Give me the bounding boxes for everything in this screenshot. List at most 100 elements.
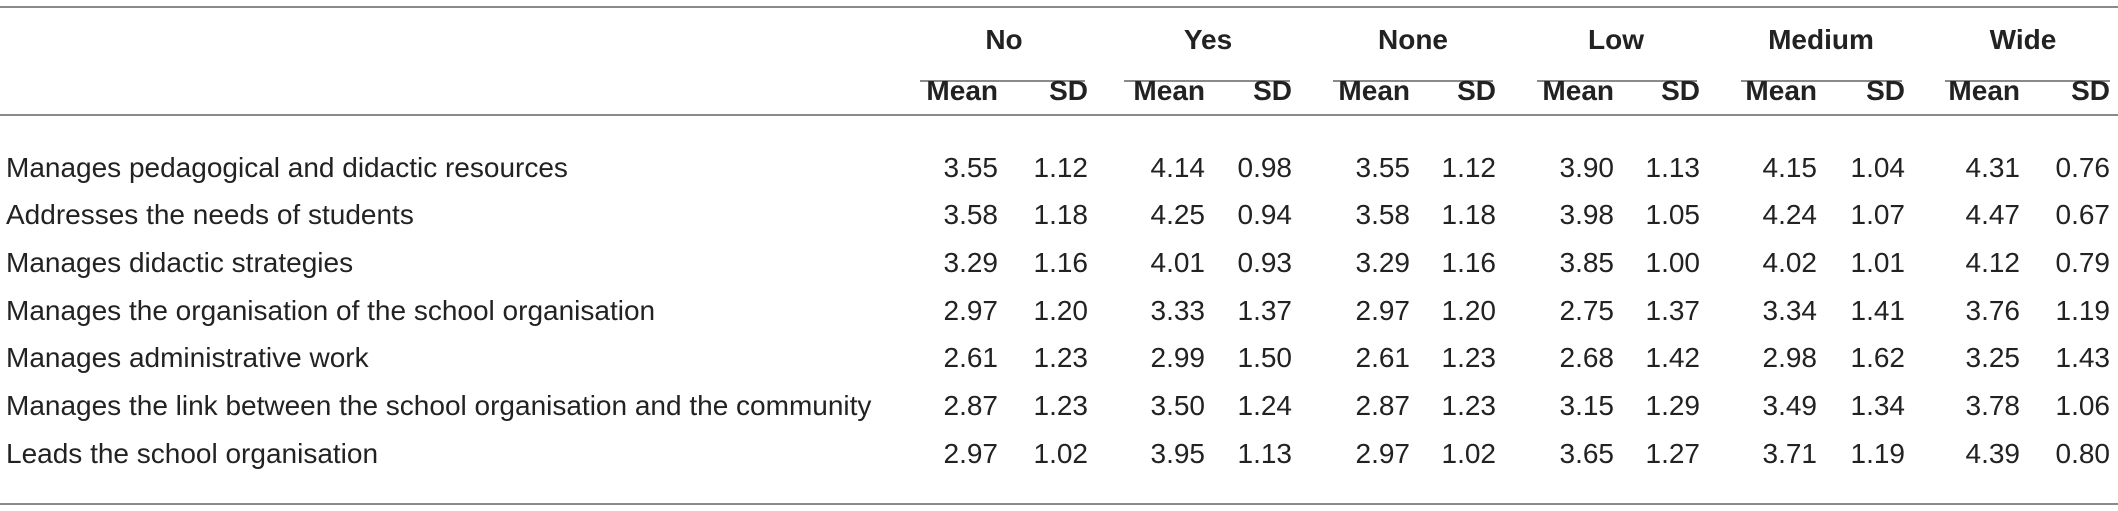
sd-cell: 1.37	[1645, 295, 1701, 326]
sd-cell: 1.18	[1441, 199, 1497, 230]
mean-cell: 4.15	[1762, 152, 1818, 183]
sd-cell: 1.16	[1441, 247, 1497, 278]
column-header-mean: Mean	[1542, 75, 1614, 106]
mean-cell: 3.33	[1150, 295, 1206, 326]
column-header-sd: SD	[2071, 75, 2110, 106]
mean-cell: 3.55	[943, 152, 999, 183]
mean-cell: 2.97	[1355, 438, 1411, 469]
header-bottom-rule	[0, 114, 2118, 116]
sd-cell: 0.67	[2055, 199, 2111, 230]
sd-cell: 1.43	[2055, 342, 2111, 373]
column-header-sd: SD	[1661, 75, 1700, 106]
sd-cell: 1.12	[1441, 152, 1497, 183]
mean-cell: 3.58	[943, 199, 999, 230]
sd-cell: 1.23	[1033, 342, 1089, 373]
column-header-sd: SD	[1049, 75, 1088, 106]
sd-cell: 1.24	[1237, 390, 1293, 421]
mean-cell: 4.01	[1150, 247, 1206, 278]
group-header: None	[1378, 24, 1448, 55]
group-underline	[1945, 80, 2110, 82]
sd-cell: 1.19	[1850, 438, 1906, 469]
sd-cell: 1.41	[1850, 295, 1906, 326]
sd-cell: 1.13	[1645, 152, 1701, 183]
sd-cell: 1.37	[1237, 295, 1293, 326]
group-header: Wide	[1989, 24, 2057, 55]
table-top-rule	[0, 6, 2118, 8]
row-label: Manages didactic strategies	[6, 247, 354, 278]
mean-cell: 2.87	[943, 390, 999, 421]
group-header: Yes	[1183, 24, 1233, 55]
column-header-mean: Mean	[1338, 75, 1410, 106]
column-header-mean: Mean	[1745, 75, 1817, 106]
mean-cell: 3.90	[1559, 152, 1615, 183]
mean-cell: 4.25	[1150, 199, 1206, 230]
sd-cell: 1.12	[1033, 152, 1089, 183]
mean-cell: 3.71	[1762, 438, 1818, 469]
column-header-mean: Mean	[1948, 75, 2020, 106]
mean-cell: 4.39	[1965, 438, 2021, 469]
sd-cell: 1.18	[1033, 199, 1089, 230]
row-label: Leads the school organisation	[6, 438, 379, 469]
mean-cell: 3.76	[1965, 295, 2021, 326]
group-underline	[1741, 80, 1902, 82]
mean-cell: 2.97	[943, 438, 999, 469]
sd-cell: 1.19	[2055, 295, 2111, 326]
mean-cell: 3.50	[1150, 390, 1206, 421]
sd-cell: 1.20	[1441, 295, 1497, 326]
mean-cell: 4.47	[1965, 199, 2021, 230]
mean-cell: 2.68	[1559, 342, 1615, 373]
mean-cell: 3.98	[1559, 199, 1615, 230]
mean-cell: 2.61	[1355, 342, 1411, 373]
group-header: No	[985, 24, 1023, 55]
row-label: Manages administrative work	[6, 342, 369, 373]
row-label: Addresses the needs of students	[6, 199, 414, 230]
mean-cell: 3.29	[1355, 247, 1411, 278]
sd-cell: 0.94	[1237, 199, 1293, 230]
sd-cell: 0.79	[2055, 247, 2111, 278]
mean-cell: 2.61	[943, 342, 999, 373]
group-underline	[1124, 80, 1290, 82]
group-underline	[1537, 80, 1697, 82]
column-header-sd: SD	[1866, 75, 1905, 106]
sd-cell: 1.02	[1441, 438, 1497, 469]
mean-cell: 4.14	[1150, 152, 1206, 183]
sd-cell: 1.13	[1237, 438, 1293, 469]
mean-cell: 3.65	[1559, 438, 1615, 469]
sd-cell: 1.06	[2055, 390, 2111, 421]
sd-cell: 1.00	[1645, 247, 1701, 278]
sd-cell: 1.42	[1645, 342, 1701, 373]
sd-cell: 0.80	[2055, 438, 2111, 469]
mean-cell: 3.15	[1559, 390, 1615, 421]
mean-cell: 4.02	[1762, 247, 1818, 278]
mean-cell: 4.24	[1762, 199, 1818, 230]
group-header: Low	[1588, 24, 1644, 55]
column-header-sd: SD	[1253, 75, 1292, 106]
sd-cell: 1.16	[1033, 247, 1089, 278]
mean-cell: 4.12	[1965, 247, 2021, 278]
sd-cell: 1.27	[1645, 438, 1701, 469]
sd-cell: 1.07	[1850, 199, 1906, 230]
sd-cell: 1.01	[1850, 247, 1906, 278]
mean-cell: 2.98	[1762, 342, 1818, 373]
row-label: Manages pedagogical and didactic resourc…	[6, 152, 568, 183]
group-underline	[1333, 80, 1493, 82]
group-header: Medium	[1768, 24, 1874, 55]
mean-cell: 3.34	[1762, 295, 1818, 326]
sd-cell: 1.23	[1441, 390, 1497, 421]
sd-cell: 1.23	[1441, 342, 1497, 373]
mean-cell: 2.97	[943, 295, 999, 326]
mean-cell: 3.25	[1965, 342, 2021, 373]
mean-cell: 2.87	[1355, 390, 1411, 421]
sd-cell: 1.02	[1033, 438, 1089, 469]
row-label: Manages the organisation of the school o…	[6, 295, 656, 326]
mean-cell: 2.75	[1559, 295, 1615, 326]
row-label: Manages the link between the school orga…	[6, 390, 872, 421]
sd-cell: 1.62	[1850, 342, 1906, 373]
sd-cell: 0.98	[1237, 152, 1293, 183]
mean-cell: 2.97	[1355, 295, 1411, 326]
mean-cell: 2.99	[1150, 342, 1206, 373]
mean-cell: 3.95	[1150, 438, 1206, 469]
mean-cell: 3.78	[1965, 390, 2021, 421]
mean-cell: 3.85	[1559, 247, 1615, 278]
